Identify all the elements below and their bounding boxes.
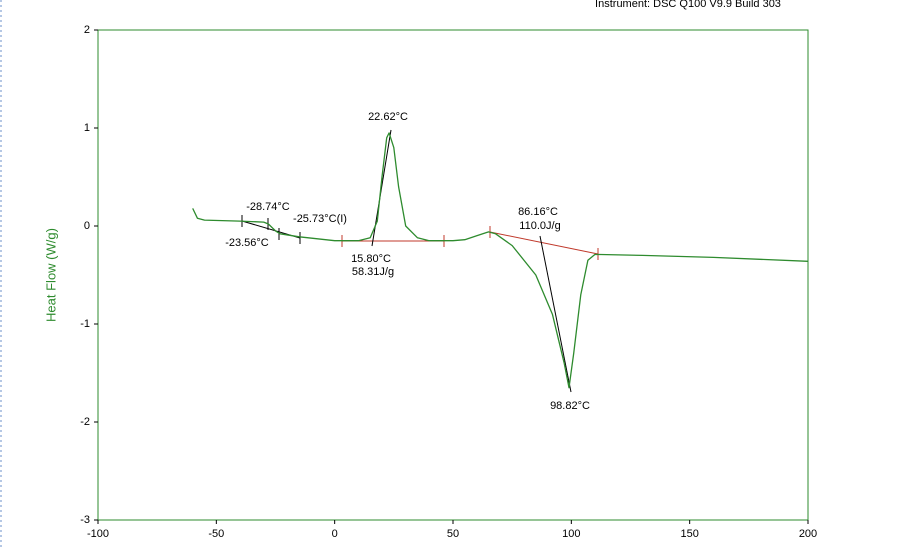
annotation: 98.82°C xyxy=(550,400,590,412)
instrument-label: Instrument: DSC Q100 V9.9 Build 303 xyxy=(595,0,781,10)
data-line xyxy=(192,132,809,389)
annotation: 58.31J/g xyxy=(352,266,394,278)
y-tick-label: -3 xyxy=(80,514,90,526)
y-axis-title: Heat Flow (W/g) xyxy=(43,228,58,322)
x-tick-label: -100 xyxy=(87,528,109,540)
x-tick-label: 100 xyxy=(562,528,580,540)
x-tick-label: -50 xyxy=(208,528,224,540)
annotation: 110.0J/g xyxy=(519,220,560,232)
x-tick-label: 50 xyxy=(447,528,459,540)
annotation: 22.62°C xyxy=(368,111,408,123)
x-tick-label: 200 xyxy=(799,528,817,540)
y-tick-label: 0 xyxy=(84,220,90,232)
annotation: 86.16°C xyxy=(518,206,558,218)
annotation: -25.73°C(I) xyxy=(293,213,347,225)
tangent xyxy=(539,235,572,393)
x-tick-label: 0 xyxy=(332,528,338,540)
annotation: 15.80°C xyxy=(351,253,391,265)
x-tick-label: 150 xyxy=(680,528,698,540)
y-tick-label: -1 xyxy=(80,318,90,330)
annotation: -23.56°C xyxy=(225,237,269,249)
y-tick-label: 2 xyxy=(84,24,90,36)
y-tick-label: 1 xyxy=(84,122,90,134)
baseline xyxy=(489,231,599,255)
y-tick-label: -2 xyxy=(80,416,90,428)
annotation: -28.74°C xyxy=(246,201,290,213)
